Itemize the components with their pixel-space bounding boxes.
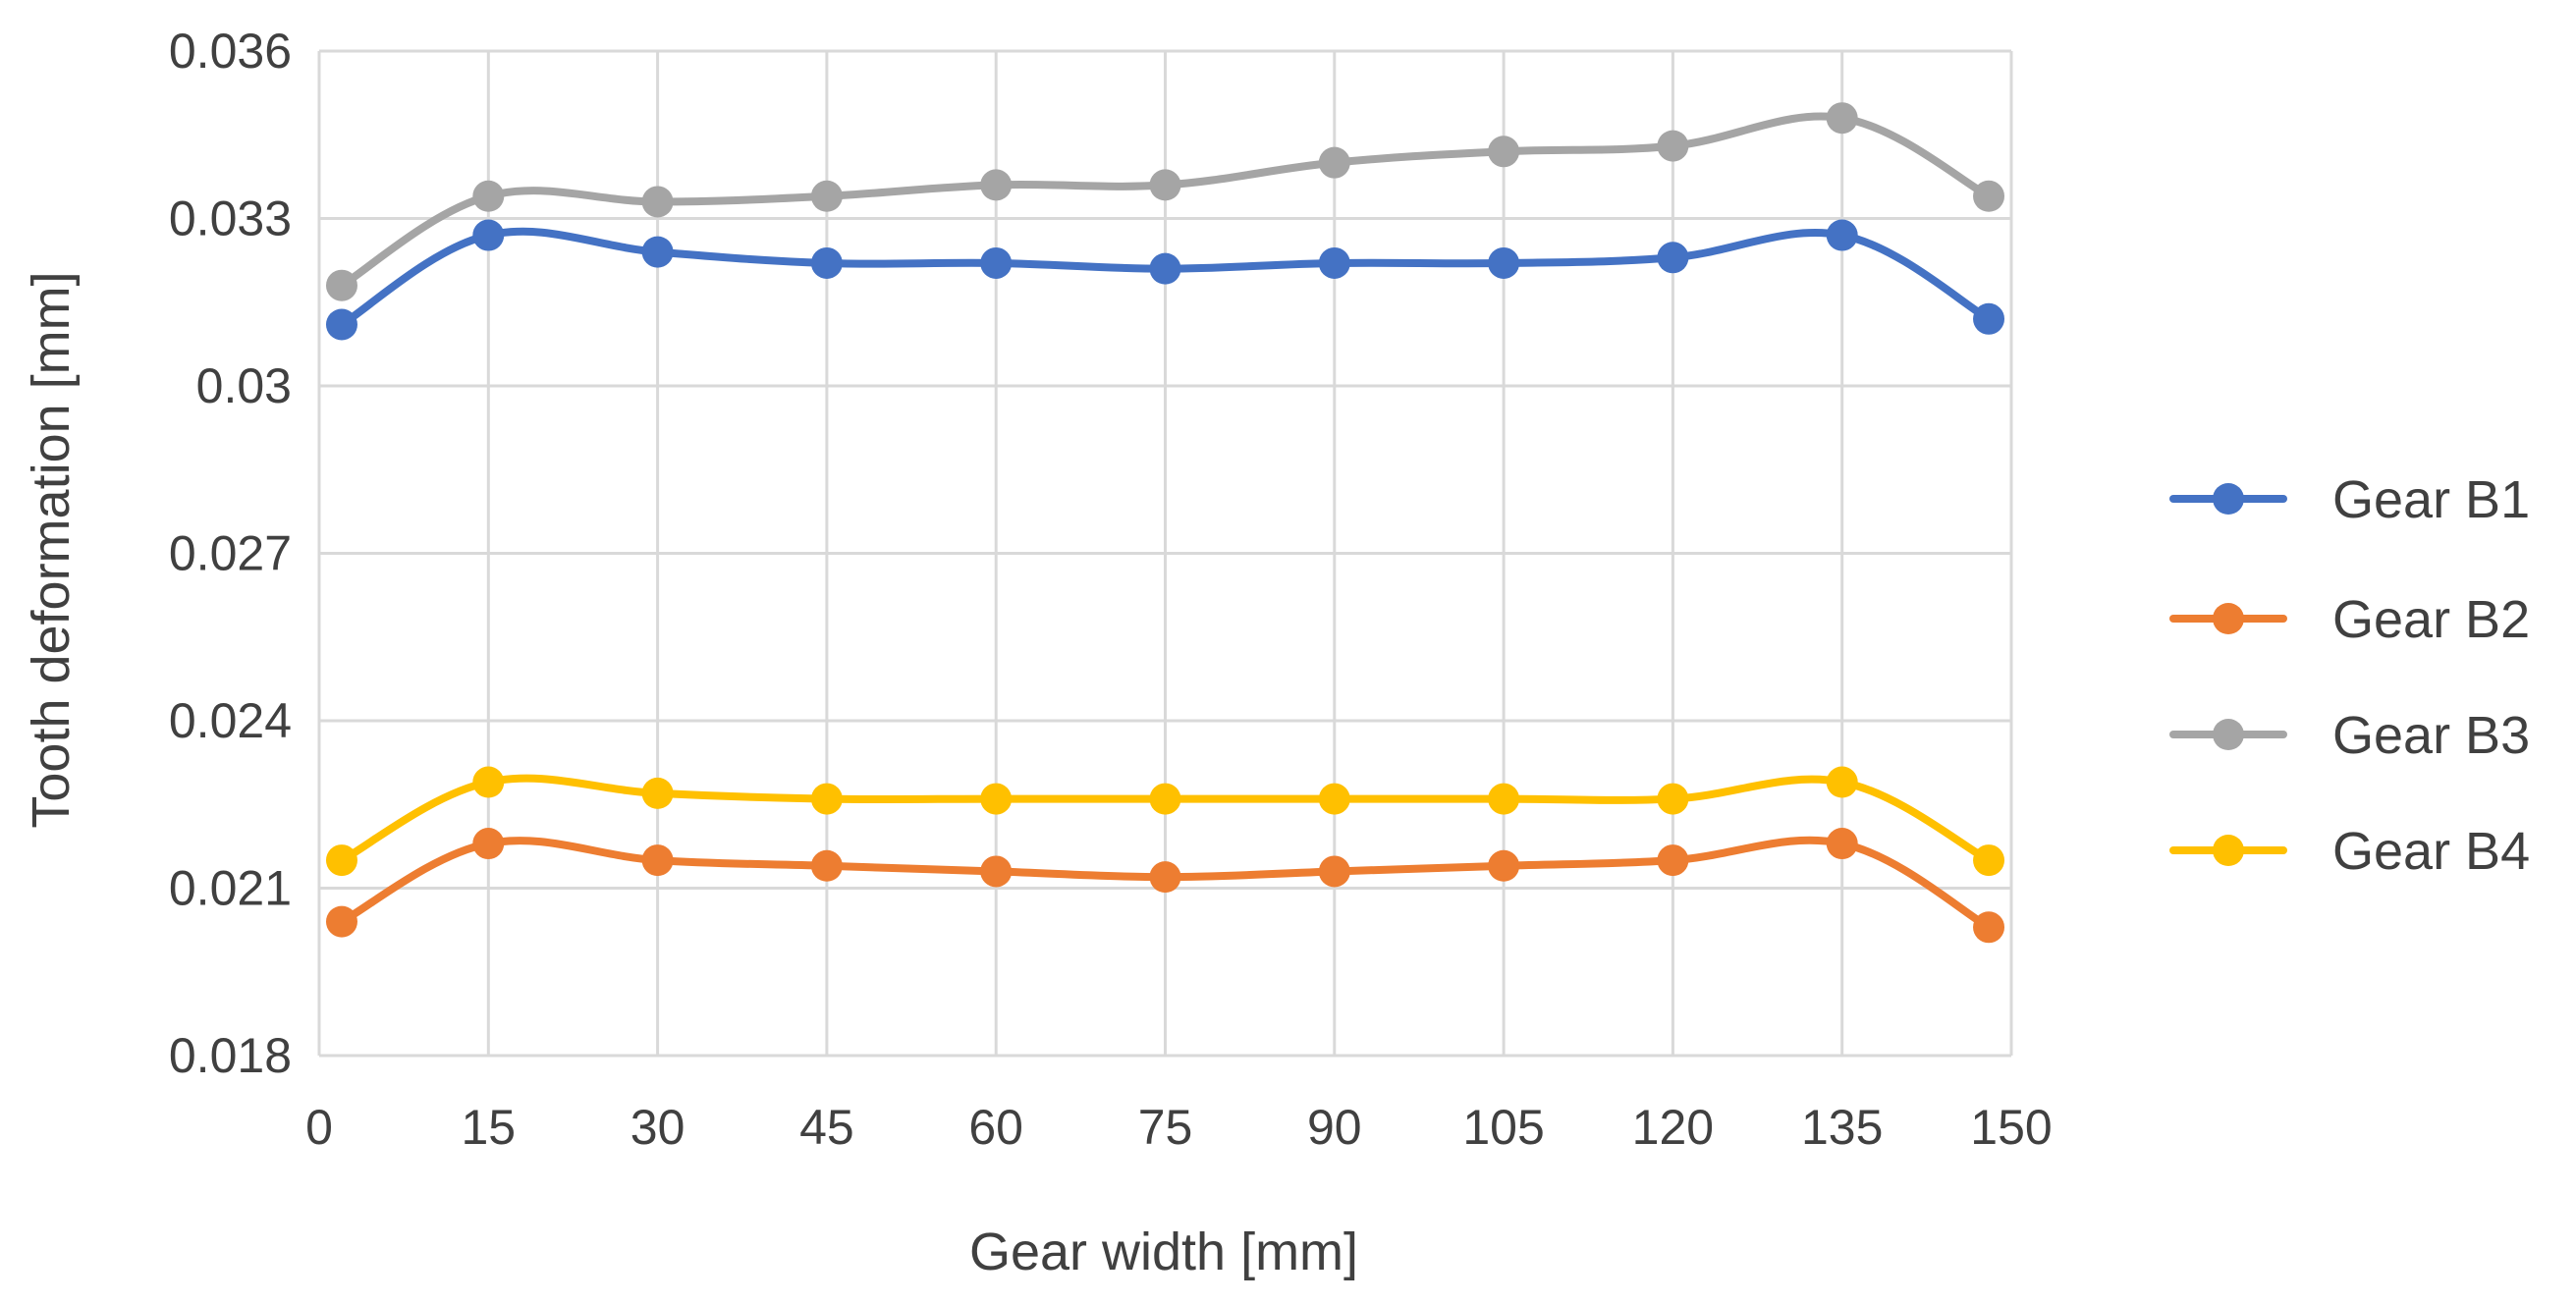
data-point	[810, 246, 843, 279]
series-gear-b2	[325, 828, 2005, 944]
legend-item: Gear B4	[2169, 822, 2530, 881]
data-point	[641, 186, 674, 218]
data-point	[1149, 783, 1181, 815]
x-tick-label: 105	[1462, 1100, 1544, 1155]
y-tick-label: 0.018	[169, 1028, 292, 1083]
x-tick-label: 15	[461, 1100, 516, 1155]
y-tick-label: 0.03	[196, 358, 292, 413]
y-axis-tick-labels: 0.018 0.021 0.024 0.027 0.03 0.033 0.036	[169, 24, 292, 1083]
x-tick-label: 75	[1138, 1100, 1193, 1155]
data-point	[1149, 169, 1181, 201]
data-point	[472, 180, 505, 212]
data-point	[1488, 136, 1520, 168]
y-tick-label: 0.024	[169, 693, 292, 748]
data-point	[325, 905, 357, 938]
data-point	[980, 246, 1013, 279]
data-point	[1973, 911, 2005, 944]
series-gear-b4	[325, 766, 2005, 877]
x-tick-label: 0	[305, 1100, 333, 1155]
data-point	[810, 180, 843, 212]
legend-label: Gear B2	[2332, 590, 2530, 649]
data-point	[325, 308, 357, 341]
data-point	[641, 236, 674, 268]
data-point	[1488, 849, 1520, 882]
legend-item: Gear B3	[2169, 706, 2530, 765]
data-point	[1657, 844, 1689, 877]
data-point	[1318, 146, 1350, 179]
y-axis-title: Tooth deformation [mm]	[22, 271, 81, 828]
legend-swatch-marker	[2213, 719, 2244, 750]
data-point	[472, 766, 505, 798]
x-tick-label: 30	[630, 1100, 685, 1155]
data-point	[1826, 219, 1858, 251]
data-point	[1149, 252, 1181, 285]
data-point	[1318, 246, 1350, 279]
x-axis-title: Gear width [mm]	[969, 1222, 1358, 1281]
data-point	[1318, 783, 1350, 815]
data-point	[1973, 302, 2005, 335]
x-tick-label: 135	[1801, 1100, 1883, 1155]
legend-label: Gear B3	[2332, 706, 2530, 765]
legend-label: Gear B1	[2332, 470, 2530, 529]
y-tick-label: 0.027	[169, 526, 292, 581]
x-tick-label: 45	[799, 1100, 854, 1155]
legend-item: Gear B1	[2169, 470, 2530, 529]
gridlines	[317, 49, 2013, 1058]
data-point	[472, 828, 505, 860]
data-point	[980, 783, 1013, 815]
data-point	[1318, 855, 1350, 888]
x-tick-label: 60	[968, 1100, 1023, 1155]
data-point	[1488, 246, 1520, 279]
data-point	[980, 169, 1013, 201]
data-point	[1826, 102, 1858, 135]
data-point	[1657, 783, 1689, 815]
legend-swatch-marker	[2213, 483, 2244, 515]
plot-series	[325, 102, 2005, 944]
data-point	[1826, 828, 1858, 860]
series-gear-b1	[325, 219, 2005, 341]
legend-item: Gear B2	[2169, 590, 2530, 649]
x-axis-tick-labels: 0 15 30 45 60 75 90 105 120 135 150	[305, 1100, 2053, 1155]
x-tick-label: 120	[1632, 1100, 1714, 1155]
data-point	[1973, 844, 2005, 877]
data-point	[980, 855, 1013, 888]
data-point	[641, 844, 674, 877]
data-point	[472, 219, 505, 251]
data-point	[325, 269, 357, 301]
legend-label: Gear B4	[2332, 822, 2530, 881]
data-point	[1973, 180, 2005, 212]
data-point	[641, 777, 674, 809]
data-point	[1657, 242, 1689, 274]
legend-swatch-marker	[2213, 603, 2244, 634]
y-tick-label: 0.021	[169, 861, 292, 916]
data-point	[1826, 766, 1858, 798]
legend-swatch-marker	[2213, 835, 2244, 866]
data-point	[810, 783, 843, 815]
x-tick-label: 150	[1970, 1100, 2052, 1155]
y-tick-label: 0.033	[169, 191, 292, 246]
series-gear-b3	[325, 102, 2005, 301]
legend: Gear B1 Gear B2 Gear B3 Gear B4	[2169, 470, 2530, 881]
data-point	[1488, 783, 1520, 815]
data-point	[810, 849, 843, 882]
y-tick-label: 0.036	[169, 24, 292, 79]
data-point	[1657, 130, 1689, 162]
data-point	[1149, 861, 1181, 894]
data-point	[325, 844, 357, 877]
x-tick-label: 90	[1307, 1100, 1362, 1155]
